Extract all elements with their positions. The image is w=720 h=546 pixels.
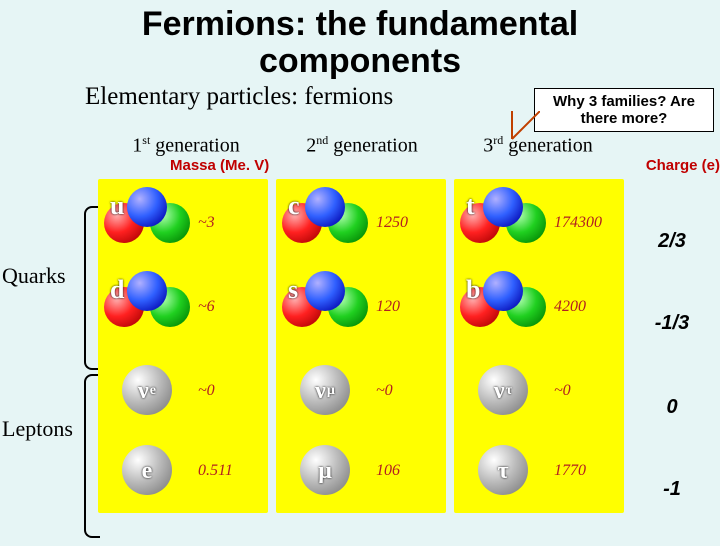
gen1-label: 1st generation (98, 133, 274, 158)
quark-icon: c (276, 185, 374, 261)
quark-icon: s (276, 269, 374, 345)
charge-3: -1 (632, 478, 712, 501)
lepton-icon: μ (276, 433, 374, 509)
cell-nutau: ντ ~0 (454, 351, 624, 431)
cell-b: b 4200 (454, 267, 624, 347)
lepton-icon: τ (454, 433, 552, 509)
panel-gen1: u ~3 d ~6 νe ~0 e 0.511 (98, 179, 268, 513)
charge-2: 0 (632, 396, 712, 419)
charge-header: Charge (e) (646, 157, 720, 174)
mass-tau: 1770 (552, 462, 624, 480)
quark-icon: u (98, 185, 196, 261)
mass-u: ~3 (196, 214, 268, 232)
mass-nutau: ~0 (552, 382, 624, 400)
lepton-icon: ντ (454, 353, 552, 429)
cell-c: c 1250 (276, 183, 446, 263)
mass-nue: ~0 (196, 382, 268, 400)
panel-gen3: t 174300 b 4200 ντ ~0 τ 1770 (454, 179, 624, 513)
mass-c: 1250 (374, 214, 446, 232)
mass-mu: 106 (374, 462, 446, 480)
callout-connector (510, 111, 540, 141)
lepton-icon: e (98, 433, 196, 509)
quark-icon: t (454, 185, 552, 261)
cell-t: t 174300 (454, 183, 624, 263)
mass-e: 0.511 (196, 462, 268, 480)
mass-d: ~6 (196, 298, 268, 316)
cell-e: e 0.511 (98, 431, 268, 511)
cell-d: d ~6 (98, 267, 268, 347)
page-title: Fermions: the fundamental components (0, 6, 720, 81)
gen2-label: 2nd generation (274, 133, 450, 158)
quark-icon: d (98, 269, 196, 345)
charge-0: 2/3 (632, 230, 712, 253)
mass-b: 4200 (552, 298, 624, 316)
lepton-icon: νμ (276, 353, 374, 429)
callout-box: Why 3 families? Are there more? (534, 88, 714, 132)
mass-s: 120 (374, 298, 446, 316)
cell-numu: νμ ~0 (276, 351, 446, 431)
particle-table: u ~3 d ~6 νe ~0 e 0.511 (98, 179, 626, 515)
generation-labels: 1st generation 2nd generation 3rd genera… (98, 133, 720, 158)
quarks-label: Quarks (2, 263, 66, 289)
massa-header: Massa (Me. V) (170, 157, 269, 174)
cell-tau: τ 1770 (454, 431, 624, 511)
small-headers: Massa (Me. V) Charge (e) (0, 157, 720, 177)
title-line2: components (259, 42, 461, 80)
cell-s: s 120 (276, 267, 446, 347)
mass-t: 174300 (552, 214, 624, 232)
cell-nue: νe ~0 (98, 351, 268, 431)
leptons-label: Leptons (2, 416, 73, 442)
mass-numu: ~0 (374, 382, 446, 400)
cell-u: u ~3 (98, 183, 268, 263)
quark-icon: b (454, 269, 552, 345)
cell-mu: μ 106 (276, 431, 446, 511)
panel-gen2: c 1250 s 120 νμ ~0 μ 106 (276, 179, 446, 513)
lepton-icon: νe (98, 353, 196, 429)
charge-1: -1/3 (632, 312, 712, 335)
title-line1: Fermions: the fundamental (142, 5, 578, 43)
